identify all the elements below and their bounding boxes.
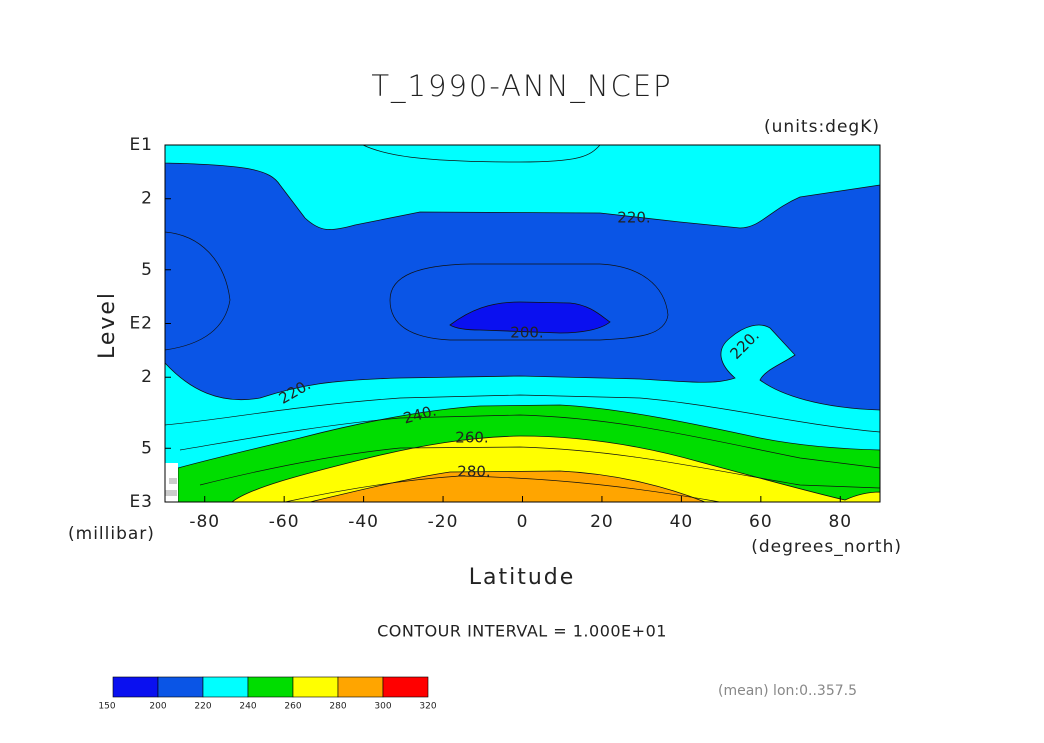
chart-title: T_1990-ANN_NCEP — [371, 69, 672, 104]
x-tick-label: -60 — [269, 512, 300, 532]
contour-region — [164, 144, 881, 230]
contour-region — [449, 301, 611, 334]
contour-region — [309, 470, 706, 503]
missing-area — [165, 478, 177, 496]
contour-line — [199, 446, 881, 489]
units-label: (units:degK) — [764, 117, 880, 137]
x-tick-label: 40 — [670, 512, 694, 532]
contour-interval: CONTOUR INTERVAL = 1.000E+01 — [377, 622, 667, 641]
contour-label: 200. — [510, 324, 543, 342]
x-tick-label: -20 — [428, 512, 459, 532]
contour-line — [284, 475, 721, 503]
y-tick-label: E3 — [129, 492, 153, 512]
y-tick-label: 5 — [141, 438, 153, 458]
note: (mean) lon:0..357.5 — [718, 683, 857, 699]
x-tick-label: 0 — [517, 512, 529, 532]
colorbar-segment — [157, 676, 204, 698]
y-tick-label: E1 — [129, 135, 153, 155]
x-axis-label: Latitude — [469, 565, 576, 590]
contour-label: 220. — [617, 209, 650, 227]
contour-line — [362, 144, 601, 163]
y-units-label: (millibar) — [68, 524, 155, 544]
x-units-label: (degrees_north) — [751, 537, 902, 557]
x-tick-label: 60 — [749, 512, 773, 532]
contour-line — [179, 414, 881, 469]
colorbar-label: 280 — [329, 702, 346, 712]
colorbar-label: 150 — [98, 702, 115, 712]
contour-line — [164, 231, 231, 351]
x-tick-label: -80 — [189, 512, 220, 532]
colorbar-label: 320 — [419, 702, 436, 712]
colorbar-segment — [382, 676, 429, 698]
y-tick-label: E2 — [129, 314, 153, 334]
colorbar-label: 300 — [374, 702, 391, 712]
colorbar-label: 220 — [194, 702, 211, 712]
colorbar-label: 240 — [239, 702, 256, 712]
contour-line — [389, 263, 669, 341]
y-tick-label: 5 — [141, 260, 153, 280]
x-tick-label: -40 — [348, 512, 379, 532]
colorbar-segment — [337, 676, 384, 698]
y-tick-label: 2 — [141, 367, 153, 387]
y-tick-label: 2 — [141, 189, 153, 209]
colorbar-segment — [292, 676, 339, 698]
colorbar-segment — [247, 676, 294, 698]
colorbar-label: 260 — [284, 702, 301, 712]
contour-line — [164, 394, 881, 433]
colorbar-label: 200 — [149, 702, 166, 712]
x-tick-label: 20 — [590, 512, 614, 532]
colorbar-segment — [202, 676, 249, 698]
y-axis-label: Level — [95, 291, 120, 359]
x-tick-label: 80 — [828, 512, 852, 532]
contour-label: 280. — [457, 463, 490, 481]
contour-label: 260. — [455, 429, 488, 447]
colorbar-segment — [112, 676, 159, 698]
